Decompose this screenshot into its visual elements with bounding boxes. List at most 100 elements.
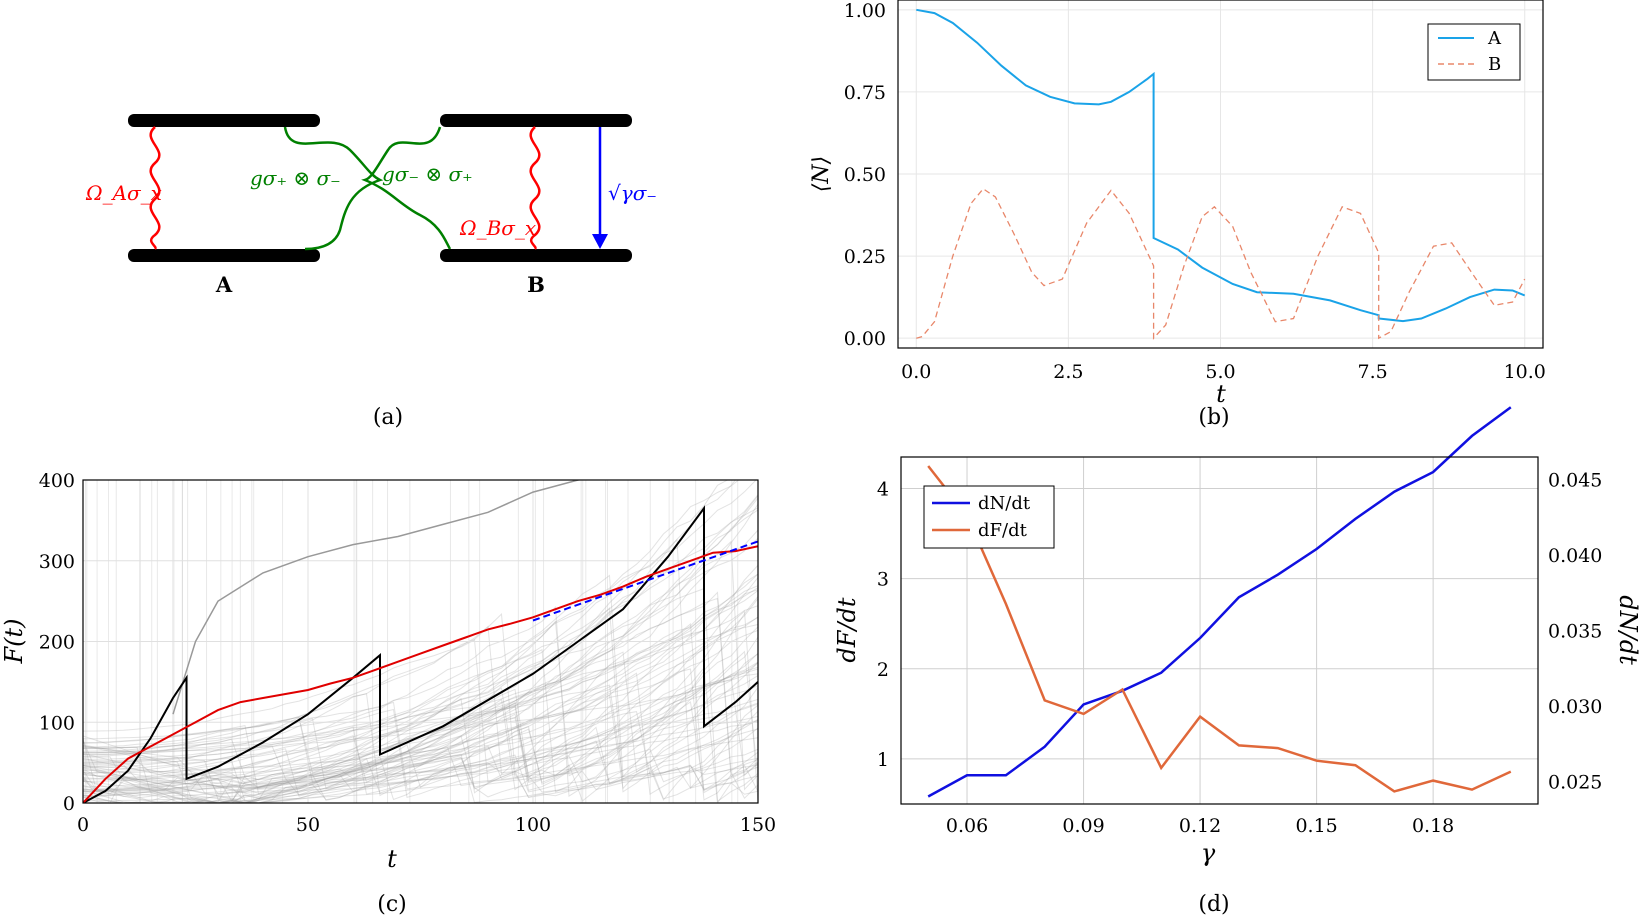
c-background-trajectory bbox=[83, 564, 758, 794]
c-background-trajectory bbox=[83, 509, 758, 788]
d-series bbox=[927, 406, 1512, 798]
c-background-trajectory bbox=[83, 705, 758, 783]
c-background-trajectory bbox=[83, 623, 758, 803]
d-ytick-label-left: 2 bbox=[877, 659, 889, 681]
c-series-trajectory bbox=[172, 480, 583, 715]
b-gridlines bbox=[898, 0, 1543, 348]
c-background-trajectory bbox=[83, 703, 758, 803]
c-background-trajectory bbox=[83, 711, 758, 789]
c-ytick-label: 100 bbox=[39, 712, 75, 734]
d-xtick-label: 0.12 bbox=[1179, 815, 1221, 837]
b-xtick-label: 2.5 bbox=[1053, 361, 1083, 383]
c-xtick-label: 100 bbox=[515, 814, 551, 836]
level-B-top bbox=[440, 114, 632, 127]
c-background-trajectory bbox=[83, 507, 758, 803]
c-background-trajectory bbox=[83, 616, 758, 794]
c-plot-frame bbox=[82, 479, 759, 804]
d-ytick-label-right: 0.025 bbox=[1548, 771, 1602, 793]
c-background-trajectory bbox=[83, 537, 758, 802]
c-xtick-label: 150 bbox=[740, 814, 776, 836]
d-ytick-label-left: 1 bbox=[877, 749, 889, 771]
drive-B-wave bbox=[529, 126, 541, 250]
d-ytick-label-right: 0.045 bbox=[1548, 470, 1602, 492]
c-background-trajectory bbox=[83, 720, 758, 803]
panel-c-chart: 0 50 100 150 0 100 200 300 400 t F(t) bbox=[0, 470, 776, 873]
c-background-trajectory bbox=[83, 597, 758, 798]
c-background-trajectory bbox=[83, 624, 758, 755]
c-background-trajectory bbox=[83, 662, 758, 802]
b-ytick-label: 0.00 bbox=[844, 328, 886, 350]
b-ytick-label: 0.50 bbox=[844, 164, 886, 186]
c-background-trajectory bbox=[83, 753, 758, 803]
c-background-trajectory bbox=[83, 685, 758, 803]
c-series-mean bbox=[83, 545, 758, 803]
c-background-trajectory bbox=[83, 587, 758, 795]
d-ylabel-left: dF/dt bbox=[833, 597, 861, 662]
c-background-trajectory bbox=[83, 529, 758, 801]
c-background-trajectory bbox=[83, 574, 758, 796]
b-ytick-label: 0.75 bbox=[844, 82, 886, 104]
caption-a: (a) bbox=[373, 405, 403, 430]
c-xlabel: t bbox=[387, 845, 397, 873]
d-series-line-dF-dt bbox=[927, 465, 1512, 793]
level-A-bottom bbox=[128, 249, 320, 262]
level-B-bottom bbox=[440, 249, 632, 262]
d-ytick-label-left: 4 bbox=[877, 479, 889, 501]
d-legend-label-dNdt: dN/dt bbox=[978, 493, 1031, 514]
c-background-trajectory bbox=[83, 573, 758, 801]
d-legend-box bbox=[923, 485, 1055, 549]
c-background-trajectory bbox=[83, 598, 758, 803]
panel-a-schematic: Ω_Aσ_x gσ₊ ⊗ σ₋ gσ₋ ⊗ σ₊ Ω_Bσ_x √γσ₋ A B bbox=[85, 114, 657, 297]
decay-label: √γσ₋ bbox=[608, 181, 657, 205]
level-B-label: B bbox=[527, 272, 545, 297]
c-background-trajectory bbox=[83, 613, 758, 801]
c-background-trajectory bbox=[83, 591, 758, 800]
b-ylabel: ⟨N⟩ bbox=[809, 156, 834, 192]
c-background-trajectory bbox=[83, 675, 758, 793]
b-legend: A B bbox=[1427, 23, 1521, 81]
c-background-trajectory bbox=[83, 606, 758, 797]
c-background-trajectory bbox=[83, 684, 758, 781]
c-background-trajectory bbox=[83, 746, 758, 795]
d-xtick-label: 0.06 bbox=[946, 815, 988, 837]
c-background-trajectory bbox=[83, 737, 758, 802]
b-series-line-B bbox=[916, 187, 1526, 340]
c-background-trajectory bbox=[83, 650, 758, 803]
d-xtick-label: 0.15 bbox=[1295, 815, 1337, 837]
c-background-trajectory bbox=[83, 668, 758, 803]
caption-c: (c) bbox=[377, 892, 407, 917]
d-ytick-label-right: 0.035 bbox=[1548, 621, 1602, 643]
c-background-trajectory bbox=[83, 666, 758, 794]
c-background-trajectory bbox=[83, 606, 758, 803]
c-background-trajectory bbox=[83, 503, 758, 776]
d-xtick-label: 0.18 bbox=[1412, 815, 1454, 837]
c-background-trajectory bbox=[83, 585, 758, 795]
c-background-trajectory bbox=[83, 745, 758, 800]
decay-arrow-head bbox=[592, 234, 608, 249]
c-ytick-label: 200 bbox=[39, 632, 75, 654]
b-xlabel: t bbox=[1216, 380, 1226, 408]
b-xtick-label: 7.5 bbox=[1358, 361, 1388, 383]
b-xtick-label: 5.0 bbox=[1205, 361, 1235, 383]
d-xtick-label: 0.09 bbox=[1062, 815, 1104, 837]
c-background-trajectory bbox=[83, 728, 758, 797]
c-ytick-label: 400 bbox=[39, 470, 75, 492]
c-xtick-label: 50 bbox=[296, 814, 320, 836]
coupling-right-label: gσ₋ ⊗ σ₊ bbox=[382, 162, 473, 186]
c-ytick-label: 0 bbox=[63, 793, 75, 815]
c-background-trajectory bbox=[83, 540, 758, 803]
c-background-trajectory bbox=[83, 577, 758, 801]
c-background-trajectory bbox=[83, 589, 758, 791]
panel-b-chart: 0.0 2.5 5.0 7.5 10.0 0.00 0.25 0.50 0.75 1.00 t ⟨… bbox=[809, 0, 1546, 408]
c-ticks: 0 50 100 150 0 100 200 300 400 bbox=[39, 470, 776, 836]
d-legend-label-dFdt: dF/dt bbox=[978, 520, 1028, 541]
c-background-trajectory bbox=[83, 672, 758, 803]
d-ytick-label-right: 0.030 bbox=[1548, 696, 1602, 718]
c-background-trajectory bbox=[83, 757, 758, 799]
level-A-top bbox=[128, 114, 320, 127]
b-series-line-A bbox=[916, 8, 1526, 323]
c-background-trajectory bbox=[83, 538, 758, 792]
d-ytick-label-left: 3 bbox=[877, 569, 889, 591]
c-series-fit bbox=[532, 540, 758, 622]
drive-B-label: Ω_Bσ_x bbox=[459, 216, 536, 240]
